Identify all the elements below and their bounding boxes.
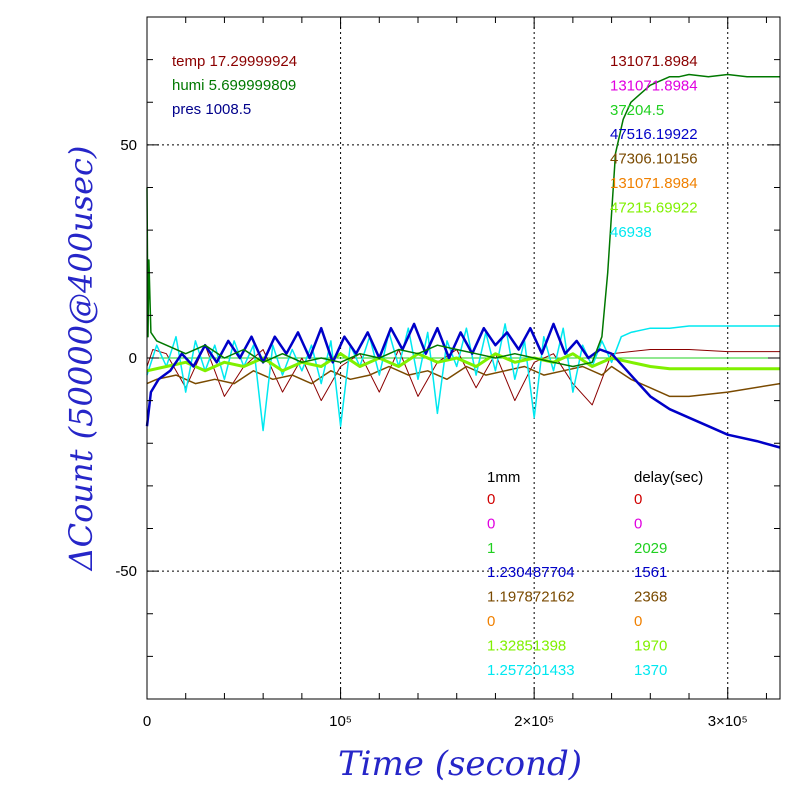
x-tick-label: 3×10⁵ bbox=[708, 713, 748, 730]
table-header-delay: delay(sec) bbox=[634, 469, 703, 486]
x-axis-title: Time (second) bbox=[338, 744, 582, 784]
table-cell-delay: 2368 bbox=[634, 589, 667, 606]
table-cell-delay: 1561 bbox=[634, 564, 667, 581]
x-tick-label: 10⁵ bbox=[329, 713, 352, 730]
channel-value: 47516.19922 bbox=[610, 126, 698, 143]
series-line-6 bbox=[146, 73, 780, 368]
table-cell-1mm: 1.32851398 bbox=[487, 637, 566, 654]
y-tick-label: -50 bbox=[115, 563, 137, 580]
table-cell-1mm: 1 bbox=[487, 540, 495, 557]
channel-value: 131071.8984 bbox=[610, 175, 698, 192]
annotations: temp 17.29999924 humi 5.699999809 pres 100… bbox=[172, 53, 703, 679]
channel-value: 131071.8984 bbox=[610, 53, 698, 70]
table-cell-1mm: 0 bbox=[487, 613, 495, 630]
y-axis-title: ΔCount (50000@400usec) bbox=[62, 146, 100, 573]
x-tick-label: 2×10⁵ bbox=[514, 713, 554, 730]
env-info-label: pres 1008.5 bbox=[172, 101, 251, 118]
channel-value: 47215.69922 bbox=[610, 199, 698, 216]
channel-value: 46938 bbox=[610, 224, 652, 241]
series-line-1 bbox=[146, 344, 780, 406]
table-cell-delay: 2029 bbox=[634, 540, 667, 557]
y-tick-label: 0 bbox=[129, 350, 137, 367]
series-group bbox=[145, 73, 781, 449]
x-tick-label: 0 bbox=[143, 713, 151, 730]
table-cell-delay: 1370 bbox=[634, 662, 667, 679]
env-info-label: temp 17.29999924 bbox=[172, 53, 297, 70]
table-cell-1mm: 0 bbox=[487, 491, 495, 508]
series-line-4 bbox=[146, 352, 780, 373]
axis-ticks: 0 10⁵ 2×10⁵ 3×10⁵ -50 0 50 bbox=[115, 16, 780, 730]
table-cell-1mm: 1.230487704 bbox=[487, 564, 575, 581]
table-cell-1mm: 0 bbox=[487, 515, 495, 532]
table-cell-delay: 1970 bbox=[634, 637, 667, 654]
channel-value: 37204.5 bbox=[610, 102, 664, 119]
y-tick-label: 50 bbox=[120, 137, 137, 154]
table-cell-1mm: 1.197872162 bbox=[487, 589, 575, 606]
table-cell-delay: 0 bbox=[634, 515, 642, 532]
table-cell-delay: 0 bbox=[634, 491, 642, 508]
table-cell-1mm: 1.257201433 bbox=[487, 662, 575, 679]
env-info-label: humi 5.699999809 bbox=[172, 77, 296, 94]
table-header-1mm: 1mm bbox=[487, 469, 520, 486]
channel-value: 131071.8984 bbox=[610, 77, 698, 94]
series-line-5 bbox=[145, 322, 781, 449]
series-line-2 bbox=[146, 365, 781, 398]
channel-value: 47306.10156 bbox=[610, 151, 698, 168]
table-cell-delay: 0 bbox=[634, 613, 642, 630]
